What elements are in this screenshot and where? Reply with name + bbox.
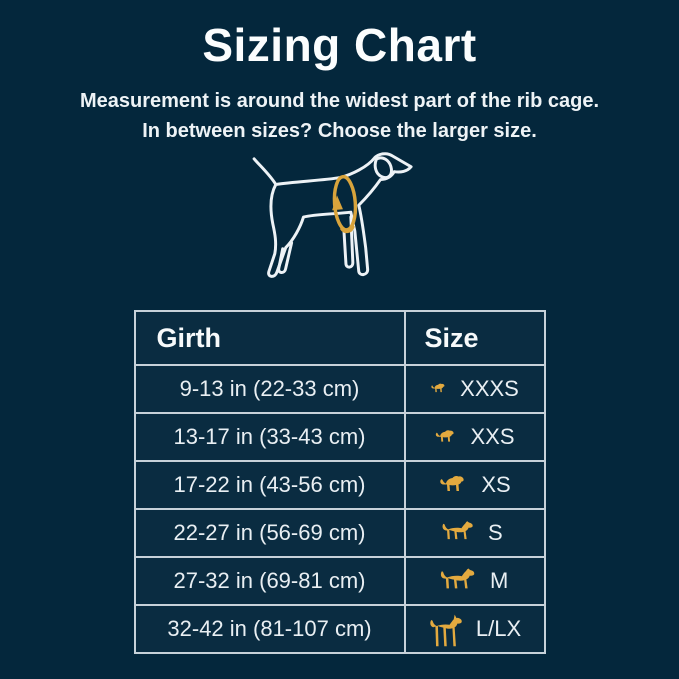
girth-measure-loop bbox=[331, 174, 357, 234]
size-value: L/LX bbox=[475, 616, 522, 641]
dog-girth-measurement-illustration bbox=[226, 146, 454, 304]
measure-arrow-icon bbox=[331, 195, 343, 211]
dog-far-front-leg bbox=[341, 215, 354, 269]
dog-outline-drawing bbox=[252, 152, 413, 278]
dog-m-icon bbox=[439, 566, 477, 597]
dog-llx-icon bbox=[428, 609, 463, 650]
table-row: 13-17 in (33-43 cm) XXS bbox=[133, 412, 546, 462]
table-row: 17-22 in (43-56 cm) XS bbox=[133, 460, 546, 510]
subtitle-line-2: In between sizes? Choose the larger size… bbox=[142, 120, 537, 142]
size-value: S bbox=[488, 520, 503, 545]
girth-value: 32-42 in (81-107 cm) bbox=[133, 604, 406, 654]
size-cell: XS bbox=[403, 460, 546, 510]
dog-body-outline bbox=[252, 152, 413, 278]
table-row: 9-13 in (22-33 cm) XXXS bbox=[133, 364, 546, 414]
table-row: 27-32 in (69-81 cm) M bbox=[133, 556, 546, 606]
dog-far-hind-leg bbox=[276, 241, 293, 274]
girth-value: 27-32 in (69-81 cm) bbox=[133, 556, 406, 606]
size-cell: XXS bbox=[403, 412, 546, 462]
size-cell: M bbox=[403, 556, 546, 606]
page-title: Sizing Chart bbox=[202, 19, 477, 71]
size-value: XS bbox=[481, 472, 511, 497]
dog-xxs-icon bbox=[434, 428, 457, 447]
sizing-table: Girth Size 9-13 in (22-33 cm) XXXS 13-17… bbox=[133, 310, 546, 654]
girth-value: 9-13 in (22-33 cm) bbox=[133, 364, 406, 414]
dog-ear bbox=[373, 156, 393, 180]
girth-value: 17-22 in (43-56 cm) bbox=[133, 460, 406, 510]
table-row: 32-42 in (81-107 cm) L/LX bbox=[133, 604, 546, 654]
table-row: 22-27 in (56-69 cm) S bbox=[133, 508, 546, 558]
dog-s-icon bbox=[441, 519, 475, 547]
size-cell: L/LX bbox=[403, 604, 546, 654]
size-value: XXXS bbox=[460, 376, 519, 401]
dog-xs-icon bbox=[438, 473, 468, 498]
subtitle: Measurement is around the widest part of… bbox=[10, 86, 669, 146]
girth-column-header: Girth bbox=[133, 310, 406, 366]
table-header-row: Girth Size bbox=[133, 310, 546, 366]
girth-value: 22-27 in (56-69 cm) bbox=[133, 508, 406, 558]
size-column-header: Size bbox=[403, 310, 546, 366]
size-value: M bbox=[490, 568, 509, 593]
size-cell: S bbox=[403, 508, 546, 558]
dog-xxxs-icon bbox=[430, 382, 447, 396]
girth-value: 13-17 in (33-43 cm) bbox=[133, 412, 406, 462]
subtitle-line-1: Measurement is around the widest part of… bbox=[80, 90, 599, 112]
size-cell: XXXS bbox=[403, 364, 546, 414]
size-value: XXS bbox=[470, 424, 515, 449]
